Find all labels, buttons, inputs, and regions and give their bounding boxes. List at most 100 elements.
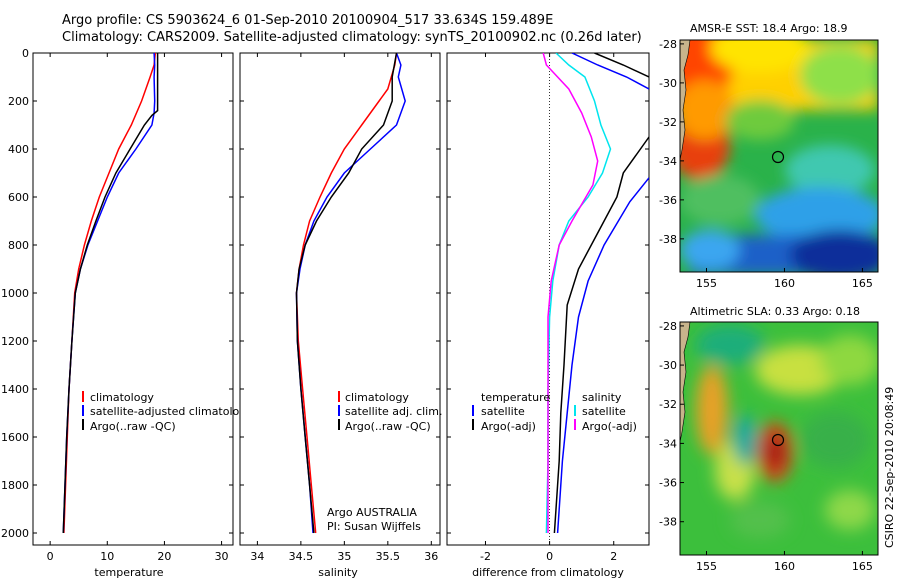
legend-swatch-temp-argo (472, 419, 474, 430)
sla-map: Altimetric SLA: 0.33 Argo: 0.18 155 160 16… (659, 305, 879, 573)
temperature-series (62, 53, 159, 534)
map-y-tick-label: -36 (659, 194, 677, 207)
x-tick-label: 30 (215, 550, 229, 563)
map-y-tick-label: -30 (659, 359, 677, 372)
legend-swatch-satellite (82, 405, 84, 416)
salinity-panel: 34 34.5 35 35.5 36 salinity climatology sate… (239, 52, 442, 579)
x-tick-label: 0 (546, 550, 553, 563)
x-tick-label: 10 (100, 550, 114, 563)
legend-swatch-climatology (338, 391, 340, 402)
map-x-tick-label: 155 (696, 277, 717, 290)
map-x-tick-label: 160 (774, 560, 795, 573)
map-x-tick-label: 165 (852, 277, 873, 290)
sla-field (695, 325, 878, 538)
x-tick-label: 0 (47, 550, 54, 563)
map-x-tick-label: 155 (696, 560, 717, 573)
y-tick-label: 1800 (1, 479, 29, 492)
map-y-tick-label: -32 (659, 398, 677, 411)
y-tick-label: 200 (8, 95, 29, 108)
figure-title-line1: Argo profile: CS 5903624_6 01-Sep-2010 2… (62, 13, 553, 28)
y-tick-label: 1400 (1, 383, 29, 396)
temperature-panel: 0 10 20 30 0 200 400 600 800 1000 1200 1400 1600 1800… (1, 47, 253, 579)
coastline-sla (680, 322, 691, 443)
difference-panel: -2 0 2 difference from climatology tempera… (446, 52, 650, 579)
x-tick-label: 36 (424, 550, 438, 563)
legend-label-climatology: climatology (345, 391, 409, 404)
coastline-sst (680, 40, 691, 161)
map-y-tick-label: -38 (659, 516, 677, 529)
difference-series-line-0 (571, 53, 649, 90)
legend-label-argo: Argo(..raw -QC) (345, 420, 431, 433)
x-tick-label: 2 (610, 550, 617, 563)
temperature-axes-frame (32, 52, 234, 546)
legend-label-temp-argo: Argo(-adj) (481, 420, 536, 433)
difference-series-line-2 (556, 177, 649, 534)
y-tick-label: 1600 (1, 431, 29, 444)
y-tick-label: 1000 (1, 287, 29, 300)
y-tick-label: 400 (8, 143, 29, 156)
sst-map: AMSR-E SST: 18.4 Argo: 18.9 155 (659, 22, 879, 290)
difference-series-line-3 (553, 136, 649, 534)
temperature-legend: climatology satellite-adjusted climatolo… (82, 391, 253, 433)
csiro-timestamp: CSIRO 22-Sep-2010 20:08:49 (883, 387, 896, 548)
argo-float-marker-sst (771, 150, 785, 164)
legend-swatch-temp-satellite (472, 405, 474, 416)
legend-swatch-sal-argo (574, 419, 576, 430)
legend-label-satellite: satellite adj. clim. (345, 405, 442, 418)
difference-series-line-1 (594, 53, 649, 78)
legend-swatch-climatology (82, 391, 84, 402)
legend-label-temp-satellite: satellite (481, 405, 525, 418)
y-tick-label: 600 (8, 191, 29, 204)
map-y-tick-label: -38 (659, 233, 677, 246)
sst-map-title: AMSR-E SST: 18.4 Argo: 18.9 (690, 22, 848, 35)
x-tick-label: 35 (337, 550, 351, 563)
figure-title-line2: Climatology: CARS2009. Satellite-adjuste… (62, 30, 642, 45)
y-tick-label: 1200 (1, 335, 29, 348)
legend-label-satellite: satellite-adjusted climatology (90, 405, 253, 418)
sst-map-frame (679, 39, 879, 273)
x-tick-label: 35.5 (376, 550, 401, 563)
argo-australia-label: Argo AUSTRALIA (327, 506, 417, 519)
map-y-tick-label: -32 (659, 116, 677, 129)
sla-map-title: Altimetric SLA: 0.33 Argo: 0.18 (690, 305, 860, 318)
x-tick-label: 34 (250, 550, 264, 563)
sst-map-ticks: 155 160 165 -28 -30 -32 -34 -36 -38 (659, 38, 873, 290)
map-x-tick-label: 160 (774, 277, 795, 290)
difference-series-line-5 (542, 53, 599, 533)
map-y-tick-label: -34 (659, 437, 677, 450)
legend-title-temperature: temperature (481, 391, 550, 404)
legend-swatch-argo (338, 419, 340, 430)
legend-swatch-sal-satellite (574, 405, 576, 416)
map-y-tick-label: -36 (659, 477, 677, 490)
salinity-legend: climatology satellite adj. clim. Argo(..… (338, 391, 442, 433)
x-tick-label: -2 (480, 550, 491, 563)
legend-label-sal-argo: Argo(-adj) (582, 420, 637, 433)
salinity-xlabel: salinity (318, 566, 358, 579)
salinity-series (295, 53, 406, 534)
legend-swatch-argo (82, 419, 84, 430)
x-tick-label: 20 (157, 550, 171, 563)
y-tick-label: 0 (22, 47, 29, 60)
difference-ticks: -2 0 2 (447, 52, 649, 563)
temperature-series-line-2 (62, 53, 159, 534)
salinity-series-line-0 (295, 53, 398, 534)
sst-field (680, 40, 878, 272)
y-tick-label: 800 (8, 239, 29, 252)
legend-swatch-satellite (338, 405, 340, 416)
salinity-axes-frame (239, 52, 441, 546)
map-y-tick-label: -34 (659, 155, 677, 168)
difference-series (542, 53, 649, 545)
difference-legend: temperature satellite Argo(-adj) salinit… (472, 391, 637, 433)
argo-float-marker-sla (771, 433, 785, 447)
legend-label-argo: Argo(..raw -QC) (90, 420, 176, 433)
pi-label: PI: Susan Wijffels (327, 520, 421, 533)
y-tick-label: 2000 (1, 527, 29, 540)
map-y-tick-label: -28 (659, 38, 677, 51)
map-y-tick-label: -28 (659, 320, 677, 333)
map-y-tick-label: -30 (659, 77, 677, 90)
temperature-ticks: 0 10 20 30 0 200 400 600 800 1000 1200 1400 1600 1800… (1, 47, 233, 563)
legend-label-climatology: climatology (90, 391, 154, 404)
map-x-tick-label: 165 (852, 560, 873, 573)
temperature-xlabel: temperature (94, 566, 163, 579)
